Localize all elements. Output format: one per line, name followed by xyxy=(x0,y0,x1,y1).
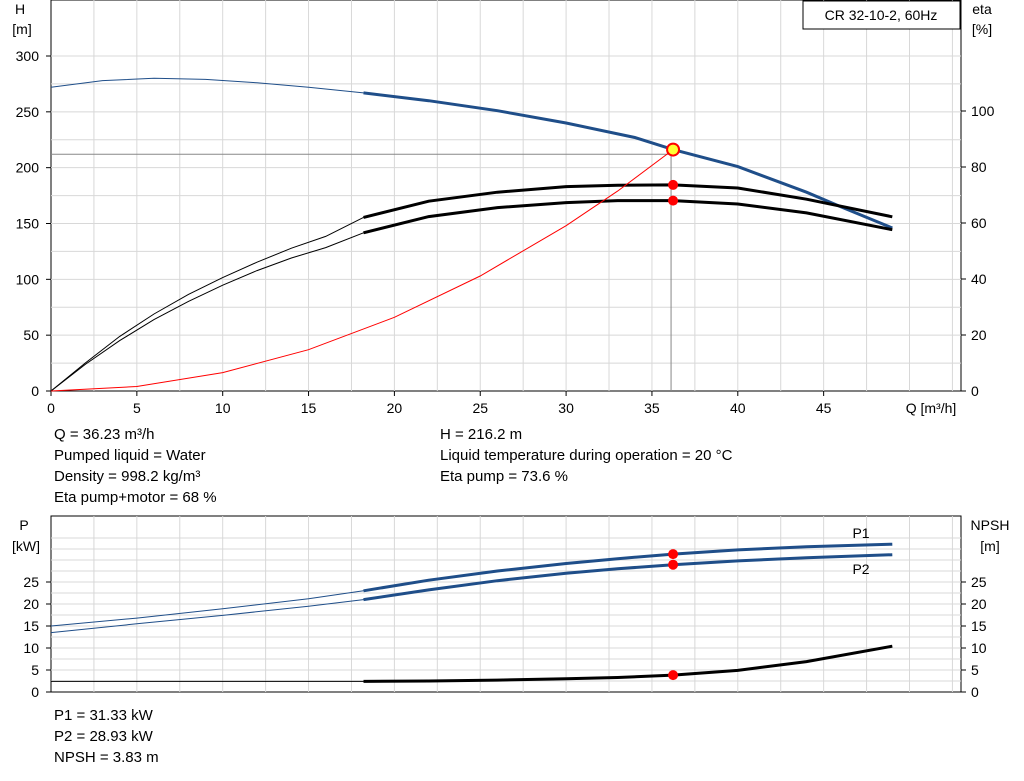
info-density: Density = 998.2 kg/m³ xyxy=(54,468,201,485)
y-tick-label-left: 0 xyxy=(31,383,39,399)
y-axis-label-left: H xyxy=(15,1,25,17)
p1-curve-thin xyxy=(50,590,364,627)
y-tick-label-right: 80 xyxy=(971,159,987,175)
eta-total-curve-thick xyxy=(363,199,893,235)
x-tick-label: 10 xyxy=(215,400,231,416)
y-tick-label-right: 20 xyxy=(971,596,987,612)
info-npsh: NPSH = 3.83 m xyxy=(54,749,159,766)
system-curve xyxy=(50,149,674,392)
y-axis-unit-left: [kW] xyxy=(12,538,40,554)
y-tick-label-left: 0 xyxy=(31,684,39,700)
info-liquid: Pumped liquid = Water xyxy=(54,447,206,464)
y-tick-label-right: 25 xyxy=(971,574,987,590)
y-tick-label-left: 250 xyxy=(16,104,40,120)
x-tick-label: 20 xyxy=(387,400,403,416)
y-tick-label-right: 20 xyxy=(971,327,987,343)
y-tick-label-right: 5 xyxy=(971,662,979,678)
model-label-box xyxy=(802,0,961,30)
eta-pump-point xyxy=(668,179,679,190)
y-tick-label-right: 15 xyxy=(971,618,987,634)
p2-curve-thick xyxy=(363,553,893,602)
p2-curve-thin xyxy=(50,599,364,634)
y-tick-label-right: 100 xyxy=(971,103,995,119)
operating-point xyxy=(666,142,681,157)
info-p1: P1 = 31.33 kW xyxy=(54,707,153,724)
npsh-curve-thick xyxy=(363,644,893,683)
eta-pump-curve-thick xyxy=(363,183,893,219)
y-axis-label-right: NPSH xyxy=(971,517,1010,533)
p1-point xyxy=(668,549,679,560)
y-tick-label-left: 50 xyxy=(23,327,39,343)
x-tick-label: 40 xyxy=(730,400,746,416)
y-tick-label-left: 300 xyxy=(16,48,40,64)
x-tick-label: 15 xyxy=(301,400,317,416)
head-curve-thin xyxy=(50,77,364,94)
y-axis-unit-right: [%] xyxy=(972,21,992,37)
x-tick-label: 35 xyxy=(644,400,660,416)
y-axis-label-left: P xyxy=(19,517,28,533)
info-temperature: Liquid temperature during operation = 20… xyxy=(440,447,733,464)
y-tick-label-right: 0 xyxy=(971,383,979,399)
eta-total-point xyxy=(668,195,679,206)
info-flow: Q = 36.23 m³/h xyxy=(54,426,155,443)
head-curve-thick xyxy=(363,91,893,230)
eta-total-curve-thin xyxy=(50,232,364,392)
x-tick-label: 30 xyxy=(558,400,574,416)
p1-series-label: P1 xyxy=(852,525,869,541)
npsh-point xyxy=(668,670,679,681)
y-tick-label-left: 5 xyxy=(31,662,39,678)
info-head: H = 216.2 m xyxy=(440,426,523,443)
y-tick-label-left: 15 xyxy=(23,618,39,634)
info-eta-pump: Eta pump = 73.6 % xyxy=(440,468,568,485)
y-tick-label-left: 20 xyxy=(23,596,39,612)
y-axis-unit-right: [m] xyxy=(980,538,999,554)
y-tick-label-left: 25 xyxy=(23,574,39,590)
info-top-right: H = 216.2 m Liquid temperature during op… xyxy=(440,424,732,487)
y-tick-label-right: 40 xyxy=(971,271,987,287)
y-tick-label-left: 100 xyxy=(16,271,40,287)
info-p2: P2 = 28.93 kW xyxy=(54,728,153,745)
y-axis-label-right: eta xyxy=(972,1,992,17)
x-tick-label: 5 xyxy=(133,400,141,416)
x-tick-label: 45 xyxy=(816,400,832,416)
y-tick-label-right: 60 xyxy=(971,215,987,231)
x-axis-label: Q [m³/h] xyxy=(906,400,957,416)
p2-point xyxy=(668,559,679,570)
y-tick-label-right: 10 xyxy=(971,640,987,656)
y-tick-label-left: 150 xyxy=(16,216,40,232)
info-top-left: Q = 36.23 m³/h Pumped liquid = Water Den… xyxy=(54,424,217,508)
info-eta-total: Eta pump+motor = 68 % xyxy=(54,489,217,506)
x-tick-label: 25 xyxy=(472,400,488,416)
y-axis-unit-left: [m] xyxy=(12,21,31,37)
y-tick-label-left: 10 xyxy=(23,640,39,656)
eta-pump-curve-thin xyxy=(50,216,364,392)
info-bottom: P1 = 31.33 kW P2 = 28.93 kW NPSH = 3.83 … xyxy=(54,705,159,768)
p2-series-label: P2 xyxy=(852,561,869,577)
y-tick-label-left: 200 xyxy=(16,160,40,176)
y-tick-label-right: 0 xyxy=(971,684,979,700)
x-tick-label: 0 xyxy=(47,400,55,416)
model-label: CR 32-10-2, 60Hz xyxy=(825,7,938,23)
p1-curve-thick xyxy=(363,542,893,593)
